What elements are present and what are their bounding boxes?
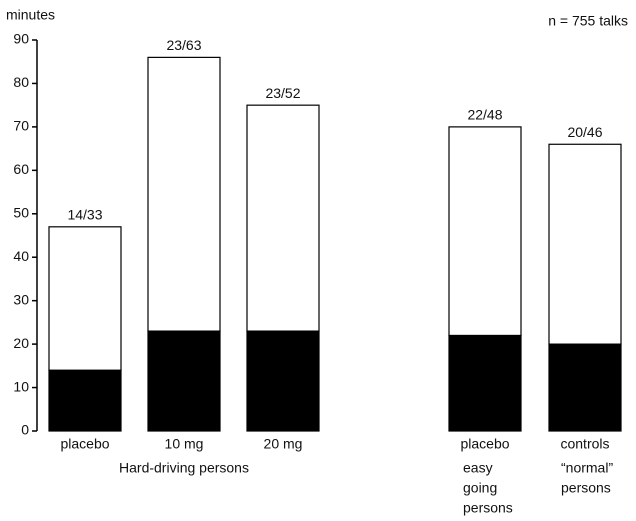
bar-label: 23/52	[265, 85, 300, 101]
y-tick-label: 10	[13, 378, 29, 394]
bar-segment	[548, 143, 622, 345]
y-tick-label: 0	[21, 422, 29, 438]
bar-label: 23/63	[166, 37, 201, 53]
y-tick-label: 50	[13, 204, 29, 220]
x-tick-label: 10 mg	[165, 436, 204, 452]
group-label: “normal”	[561, 460, 613, 476]
bar-segment	[548, 343, 622, 432]
bar-segment	[48, 226, 122, 371]
y-axis-label: minutes	[6, 7, 55, 23]
group-label: easy	[463, 460, 493, 476]
y-tick-label: 90	[13, 31, 29, 47]
bar-segment	[246, 104, 320, 332]
group-label: persons	[463, 500, 513, 516]
bar-segment	[147, 330, 221, 432]
annotation: n = 755 talks	[548, 13, 628, 29]
group-label: going	[463, 480, 497, 496]
bar-label: 14/33	[67, 207, 102, 223]
bar-segment	[448, 334, 522, 432]
y-tick-label: 30	[13, 291, 29, 307]
x-tick-label: placebo	[60, 436, 109, 452]
y-tick-label: 20	[13, 335, 29, 351]
y-tick-label: 70	[13, 118, 29, 134]
bar-segment	[147, 56, 221, 332]
bar-segment	[48, 369, 122, 432]
bar-label: 22/48	[467, 107, 502, 123]
x-tick-label: controls	[560, 436, 609, 452]
x-tick-label: 20 mg	[264, 436, 303, 452]
group-label: Hard-driving persons	[119, 460, 249, 476]
x-tick-label: placebo	[460, 436, 509, 452]
y-tick-label: 80	[13, 74, 29, 90]
bar-segment	[448, 126, 522, 337]
bar-segment	[246, 330, 320, 432]
bar-label: 20/46	[567, 124, 602, 140]
y-tick-label: 60	[13, 161, 29, 177]
group-label: persons	[561, 480, 611, 496]
y-tick-label: 40	[13, 248, 29, 264]
